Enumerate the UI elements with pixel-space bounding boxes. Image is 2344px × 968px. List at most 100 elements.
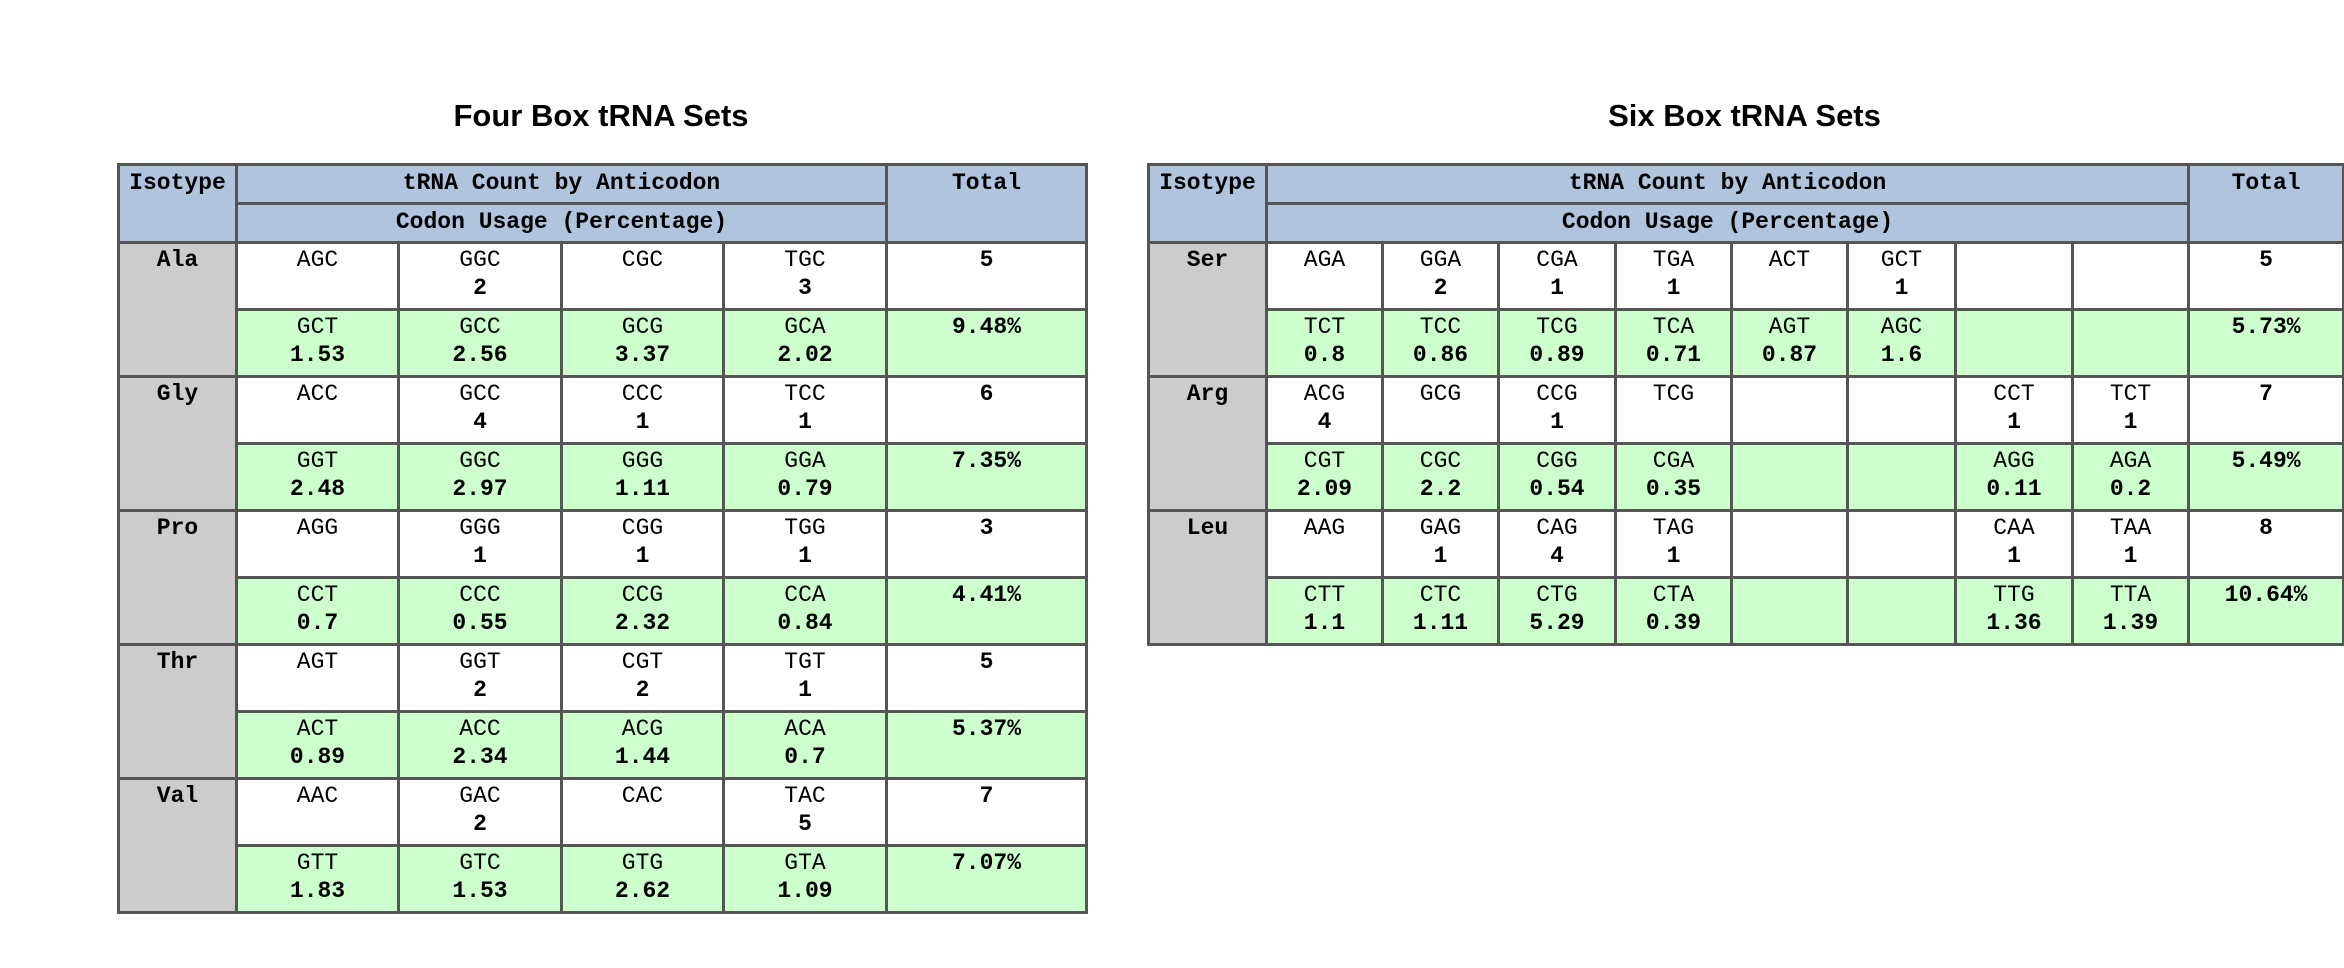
anticodon-cell: TGA 1 <box>1614 241 1733 311</box>
isotype-cell: Leu <box>1147 509 1268 646</box>
anticodon-row: Gly ACC GCC 4 CCC 1 TCC 1 6 <box>117 375 1089 512</box>
codon-label: GTT <box>296 850 339 876</box>
codon-label: TTA <box>2109 582 2152 608</box>
codon-usage-value: 0.71 <box>1645 342 1702 368</box>
anticodon-label: TCC <box>784 381 826 407</box>
codon-label: TTG <box>1993 582 2035 608</box>
codon-usage-row: GCT 1.53 GCC 2.56 GCG 3.37 GCA 2.02 9.48% <box>119 308 1089 378</box>
anticodon-label: ACC <box>296 381 339 407</box>
codon-usage-value: 1.83 <box>289 878 346 904</box>
codon-usage-value: 0.8 <box>1303 342 1346 368</box>
anticodon-label: CCG <box>1536 381 1578 407</box>
header-row: Codon Usage (Percentage) <box>119 202 1087 244</box>
trna-count <box>1737 542 1842 570</box>
codon-usage-value: 2.32 <box>614 610 671 636</box>
trna-count: 1 <box>635 409 650 435</box>
anticodon-label: AGG <box>296 515 339 541</box>
codon-usage-value: 5.29 <box>1529 610 1585 636</box>
codon-label: GGC <box>459 448 501 474</box>
anticodon-cell: TAC 5 <box>721 777 889 847</box>
codon-usage-value: 0.87 <box>1761 342 1818 368</box>
trna-count: 3 <box>798 275 812 301</box>
trna-count <box>242 810 393 838</box>
codon-usage-value: 2.2 <box>1419 476 1462 502</box>
anticodon-label: TGC <box>784 247 826 273</box>
anticodon-row: Ala AGC GGC 2 CGC TGC 3 5 <box>117 241 1089 378</box>
anticodon-cell: AGG <box>235 509 400 579</box>
trna-count <box>242 274 393 302</box>
anticodon-cell: TGG 1 <box>721 509 889 579</box>
anticodon-cell: AGC <box>235 241 400 311</box>
codon-usage-value: 0.86 <box>1412 342 1469 368</box>
codon-cell <box>1846 442 1957 512</box>
anticodon-label: TAG <box>1652 515 1695 541</box>
codon-cell: GGT 2.48 <box>235 442 400 512</box>
anticodon-cell: CAC <box>560 777 725 847</box>
codon-usage-value: 2.09 <box>1296 476 1353 502</box>
codon-label <box>1853 447 1950 475</box>
trna-count: 2 <box>473 275 487 301</box>
anticodon-cell: CGC <box>560 241 725 311</box>
codon-usage-row: GGT 2.48 GGC 2.97 GGG 1.11 GGA 0.79 7.35% <box>119 442 1089 512</box>
codon-cell: CCT 0.7 <box>235 576 400 646</box>
trna-count <box>1388 408 1493 436</box>
isotype-header: Isotype <box>117 163 238 244</box>
isotype-header: Isotype <box>1147 163 1268 244</box>
trna-count: 1 <box>2123 543 2138 569</box>
codon-usage-value: 2.34 <box>452 744 508 770</box>
codon-usage-value: 2.48 <box>289 476 346 502</box>
codon-label: CCA <box>784 582 826 608</box>
anticodon-cell: AGA <box>1265 241 1384 311</box>
anticodon-cell: GGG 1 <box>397 509 563 579</box>
anticodon-cell: CCT 1 <box>1954 375 2074 445</box>
trna-count <box>1853 408 1950 436</box>
codon-cell: CGG 0.54 <box>1497 442 1617 512</box>
codon-cell: AGG 0.11 <box>1954 442 2074 512</box>
usage-total: 9.48% <box>885 308 1089 378</box>
anticodon-label: TGG <box>784 515 826 541</box>
header-row: Isotype tRNA Count by Anticodon Total <box>1147 163 2344 244</box>
codon-cell: CCA 0.84 <box>721 576 889 646</box>
trna-count <box>567 810 718 838</box>
codon-usage-value: 0.7 <box>296 610 339 636</box>
trna-count: 1 <box>635 543 650 569</box>
anticodon-label: AGT <box>296 649 339 675</box>
anticodon-cell <box>2070 241 2191 311</box>
codon-label <box>2078 313 2183 341</box>
trna-total: 7 <box>2187 375 2344 445</box>
codon-usage-value: 0.55 <box>452 610 508 636</box>
codon-cell: CTC 1.11 <box>1381 576 1500 646</box>
codon-usage-value <box>1737 475 1842 503</box>
trna-total: 5 <box>2187 241 2344 311</box>
codon-cell: CCC 0.55 <box>397 576 563 646</box>
codon-usage-value: 2.62 <box>614 878 671 904</box>
anticodon-row: Val AAC GAC 2 CAC TAC 5 7 <box>117 777 1089 914</box>
codon-cell: CTT 1.1 <box>1265 576 1384 646</box>
usage-total: 7.07% <box>885 844 1089 914</box>
anticodon-label: TAC <box>784 783 826 809</box>
anticodon-label <box>1737 380 1842 408</box>
codon-label: CTC <box>1419 582 1462 608</box>
codon-label: GCC <box>459 314 501 340</box>
anticodon-label: TGT <box>784 649 826 675</box>
codon-label <box>1737 447 1842 475</box>
anticodon-label <box>1737 514 1842 542</box>
trna-count <box>242 542 393 570</box>
anticodon-cell: TAG 1 <box>1614 509 1733 579</box>
anticodon-label <box>1961 246 2067 274</box>
anticodon-cell: GCC 4 <box>397 375 563 445</box>
anticodon-cell <box>1846 509 1957 579</box>
trna-count <box>1737 408 1842 436</box>
anticodon-label: CGT <box>621 649 664 675</box>
trna-count: 1 <box>798 409 812 435</box>
codon-label <box>1961 313 2067 341</box>
anticodon-cell <box>1730 509 1849 579</box>
trna-total: 7 <box>885 777 1089 847</box>
codon-label: CGT <box>1303 448 1346 474</box>
codon-usage-value: 1.53 <box>289 342 346 368</box>
trna-count: 1 <box>2007 543 2021 569</box>
codon-usage-value: 2.97 <box>452 476 508 502</box>
isotype-cell: Pro <box>117 509 238 646</box>
trna-count: 1 <box>798 543 812 569</box>
anticodon-row: Pro AGG GGG 1 CGG 1 TGG 1 3 <box>117 509 1089 646</box>
